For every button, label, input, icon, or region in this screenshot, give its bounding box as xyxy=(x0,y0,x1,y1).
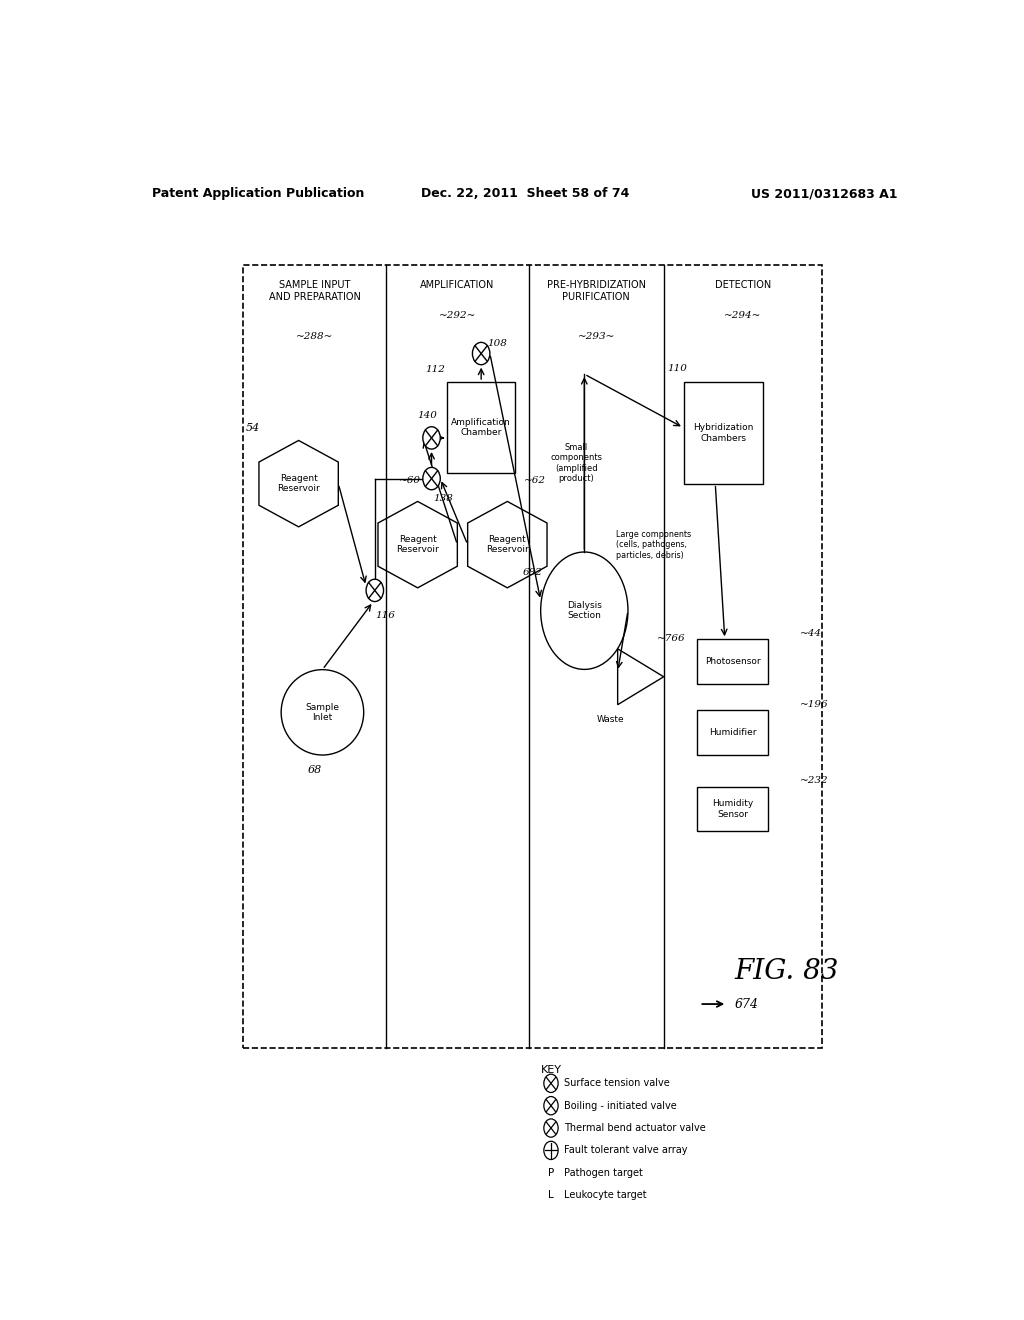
Text: ~292~: ~292~ xyxy=(438,312,476,321)
Text: P: P xyxy=(548,1168,554,1177)
FancyBboxPatch shape xyxy=(697,710,768,755)
Ellipse shape xyxy=(282,669,364,755)
Text: Leukocyte target: Leukocyte target xyxy=(564,1191,647,1200)
Text: ~196: ~196 xyxy=(800,700,828,709)
Circle shape xyxy=(544,1142,558,1159)
Text: Humidifier: Humidifier xyxy=(709,729,757,737)
Text: 112: 112 xyxy=(425,366,445,375)
Text: Patent Application Publication: Patent Application Publication xyxy=(152,187,365,201)
Text: FIG. 83: FIG. 83 xyxy=(734,958,839,985)
Circle shape xyxy=(544,1097,558,1115)
Text: KEY: KEY xyxy=(541,1065,562,1074)
Text: ~62: ~62 xyxy=(524,477,546,484)
Text: 116: 116 xyxy=(375,611,395,620)
Text: Hybridization
Chambers: Hybridization Chambers xyxy=(693,424,754,442)
Text: Humidity
Sensor: Humidity Sensor xyxy=(712,799,754,818)
Text: Photosensor: Photosensor xyxy=(705,657,761,667)
Text: 138: 138 xyxy=(433,495,454,503)
Circle shape xyxy=(423,426,440,449)
Text: 674: 674 xyxy=(735,998,759,1011)
Circle shape xyxy=(367,579,384,602)
Ellipse shape xyxy=(541,552,628,669)
Text: Waste: Waste xyxy=(597,715,625,723)
Text: L: L xyxy=(548,1191,554,1200)
FancyBboxPatch shape xyxy=(697,787,768,832)
Text: DETECTION: DETECTION xyxy=(715,280,771,290)
Circle shape xyxy=(544,1119,558,1138)
Polygon shape xyxy=(468,502,547,587)
Text: ~60: ~60 xyxy=(398,477,421,484)
Text: 140: 140 xyxy=(418,411,437,420)
FancyBboxPatch shape xyxy=(243,265,822,1048)
Text: SAMPLE INPUT
AND PREPARATION: SAMPLE INPUT AND PREPARATION xyxy=(268,280,360,302)
Text: Dec. 22, 2011  Sheet 58 of 74: Dec. 22, 2011 Sheet 58 of 74 xyxy=(421,187,629,201)
FancyBboxPatch shape xyxy=(697,639,768,684)
Polygon shape xyxy=(378,502,458,587)
FancyBboxPatch shape xyxy=(447,381,515,474)
Text: PRE-HYBRIDIZATION
PURIFICATION: PRE-HYBRIDIZATION PURIFICATION xyxy=(547,280,646,302)
Text: 682: 682 xyxy=(523,568,543,577)
Text: Amplification
Chamber: Amplification Chamber xyxy=(452,418,511,437)
Text: Reagent
Reservoir: Reagent Reservoir xyxy=(396,535,439,554)
Circle shape xyxy=(544,1074,558,1093)
Text: US 2011/0312683 A1: US 2011/0312683 A1 xyxy=(752,187,898,201)
Text: ~44: ~44 xyxy=(800,628,822,638)
Text: Large components
(cells, pathogens,
particles, debris): Large components (cells, pathogens, part… xyxy=(616,531,691,560)
Text: Reagent
Reservoir: Reagent Reservoir xyxy=(486,535,528,554)
Text: 54: 54 xyxy=(246,422,260,433)
Text: Sample
Inlet: Sample Inlet xyxy=(305,702,339,722)
Text: Boiling - initiated valve: Boiling - initiated valve xyxy=(564,1101,677,1110)
Text: ~232: ~232 xyxy=(800,776,828,785)
Text: ~293~: ~293~ xyxy=(578,331,614,341)
Text: Fault tolerant valve array: Fault tolerant valve array xyxy=(564,1146,688,1155)
Text: Reagent
Reservoir: Reagent Reservoir xyxy=(278,474,319,494)
Text: 108: 108 xyxy=(487,339,507,348)
Text: Dialysis
Section: Dialysis Section xyxy=(567,601,602,620)
Text: ~288~: ~288~ xyxy=(296,331,333,341)
Text: 110: 110 xyxy=(668,364,687,374)
Text: Thermal bend actuator valve: Thermal bend actuator valve xyxy=(564,1123,707,1133)
Text: Small
components
(amplified
product): Small components (amplified product) xyxy=(550,444,602,483)
Text: Surface tension valve: Surface tension valve xyxy=(564,1078,671,1088)
Polygon shape xyxy=(259,441,338,527)
Text: 68: 68 xyxy=(307,766,322,775)
Text: ~766: ~766 xyxy=(656,634,685,643)
Text: AMPLIFICATION: AMPLIFICATION xyxy=(420,280,495,290)
Circle shape xyxy=(472,342,489,364)
FancyBboxPatch shape xyxy=(684,381,763,483)
Text: ~294~: ~294~ xyxy=(724,312,762,321)
Circle shape xyxy=(423,467,440,490)
Text: Pathogen target: Pathogen target xyxy=(564,1168,643,1177)
Polygon shape xyxy=(617,649,664,705)
